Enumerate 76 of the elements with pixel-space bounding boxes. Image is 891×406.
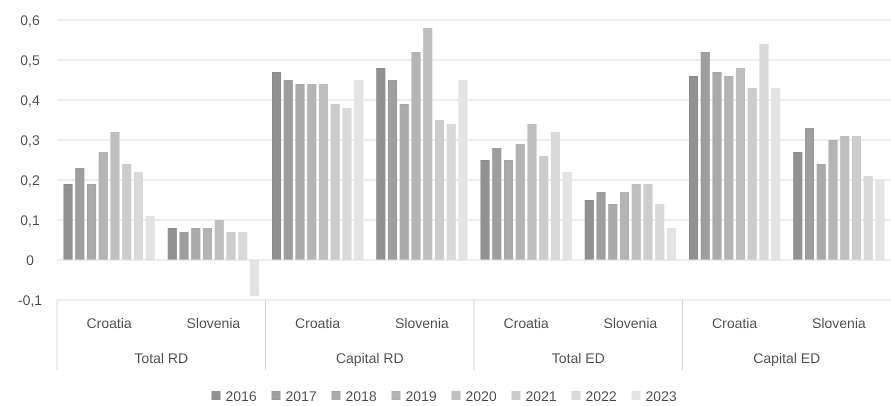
bar	[688, 76, 698, 260]
text: Total ED	[552, 350, 605, 366]
bar	[527, 124, 537, 260]
bar	[63, 184, 73, 260]
bar	[168, 228, 177, 260]
bar	[75, 168, 84, 260]
legend-label: 2017	[286, 388, 317, 404]
y-tick-label: 0,3	[20, 132, 40, 148]
x-tick-label: Croatia	[712, 314, 758, 331]
legend-label: 2019	[406, 388, 437, 404]
bar	[700, 52, 710, 260]
y-tick-label: 0,4	[20, 92, 40, 108]
bar	[202, 228, 212, 260]
bar	[480, 160, 490, 260]
legend-label: 2018	[346, 388, 377, 404]
bar	[272, 72, 282, 260]
bar	[724, 76, 734, 260]
bar	[608, 204, 618, 260]
y-tick-label: 0,5	[20, 52, 40, 68]
bar	[793, 152, 802, 260]
x-tick-label: Slovenia	[186, 314, 240, 331]
bar	[330, 104, 340, 260]
bar	[226, 232, 236, 260]
bar	[620, 192, 630, 260]
bar	[736, 68, 746, 260]
bar	[98, 152, 108, 260]
bar	[86, 184, 96, 260]
bar	[307, 84, 316, 260]
text: Capital RD	[336, 350, 404, 366]
bar	[852, 136, 862, 260]
x-tick-label: Slovenia	[812, 314, 866, 331]
y-tick-label: -0,1	[18, 292, 42, 308]
y-tick-label: 0	[26, 252, 34, 268]
y-tick-label: 0,6	[20, 12, 40, 28]
bar	[712, 72, 722, 260]
x-tick-label: Croatia	[295, 314, 340, 331]
legend-label: 2020	[466, 388, 497, 404]
x-tick-label: Croatia	[504, 314, 549, 331]
text: Total RD	[134, 350, 188, 366]
bar	[400, 104, 409, 260]
bar	[596, 192, 606, 260]
bar	[318, 84, 328, 260]
legend-label: 2016	[226, 388, 257, 404]
bar	[122, 164, 132, 260]
bar	[828, 140, 838, 260]
bar	[284, 80, 293, 260]
bar	[840, 136, 850, 260]
legend-label: 2023	[646, 388, 677, 404]
x-tick-label: Slovenia	[395, 314, 449, 331]
bar	[516, 144, 525, 260]
x-tick-label: Slovenia	[604, 314, 658, 331]
bar	[584, 200, 594, 260]
bar	[632, 184, 641, 260]
bar	[423, 28, 432, 260]
y-tick-label: 0,2	[20, 172, 40, 188]
bar	[816, 164, 826, 260]
y-tick-label: 0,1	[20, 212, 40, 228]
bar	[504, 160, 514, 260]
bar	[376, 68, 386, 260]
bar	[295, 84, 305, 260]
text: Capital ED	[753, 350, 820, 366]
bar	[191, 228, 200, 260]
bar	[110, 132, 120, 260]
bar	[643, 184, 653, 260]
legend-label: 2021	[526, 388, 557, 404]
legend-label: 2022	[586, 388, 617, 404]
bar	[179, 232, 189, 260]
bar	[492, 148, 502, 260]
bar	[748, 88, 757, 260]
bar	[214, 220, 224, 260]
x-tick-label: Croatia	[86, 314, 132, 331]
bar	[411, 52, 421, 260]
bar	[804, 128, 814, 260]
bar	[388, 80, 398, 260]
bar	[434, 120, 444, 260]
bar	[539, 156, 548, 260]
